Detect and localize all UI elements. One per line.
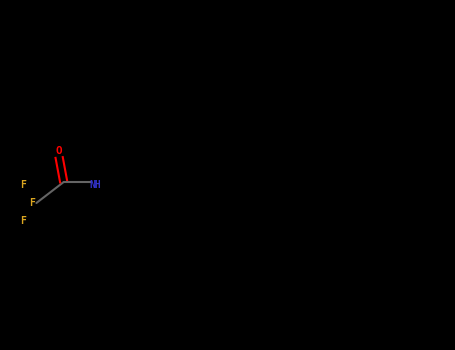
Text: F: F bbox=[29, 198, 35, 208]
Text: O: O bbox=[56, 146, 62, 155]
Text: NH: NH bbox=[90, 181, 101, 190]
Text: F: F bbox=[20, 216, 25, 225]
Text: F: F bbox=[20, 181, 25, 190]
